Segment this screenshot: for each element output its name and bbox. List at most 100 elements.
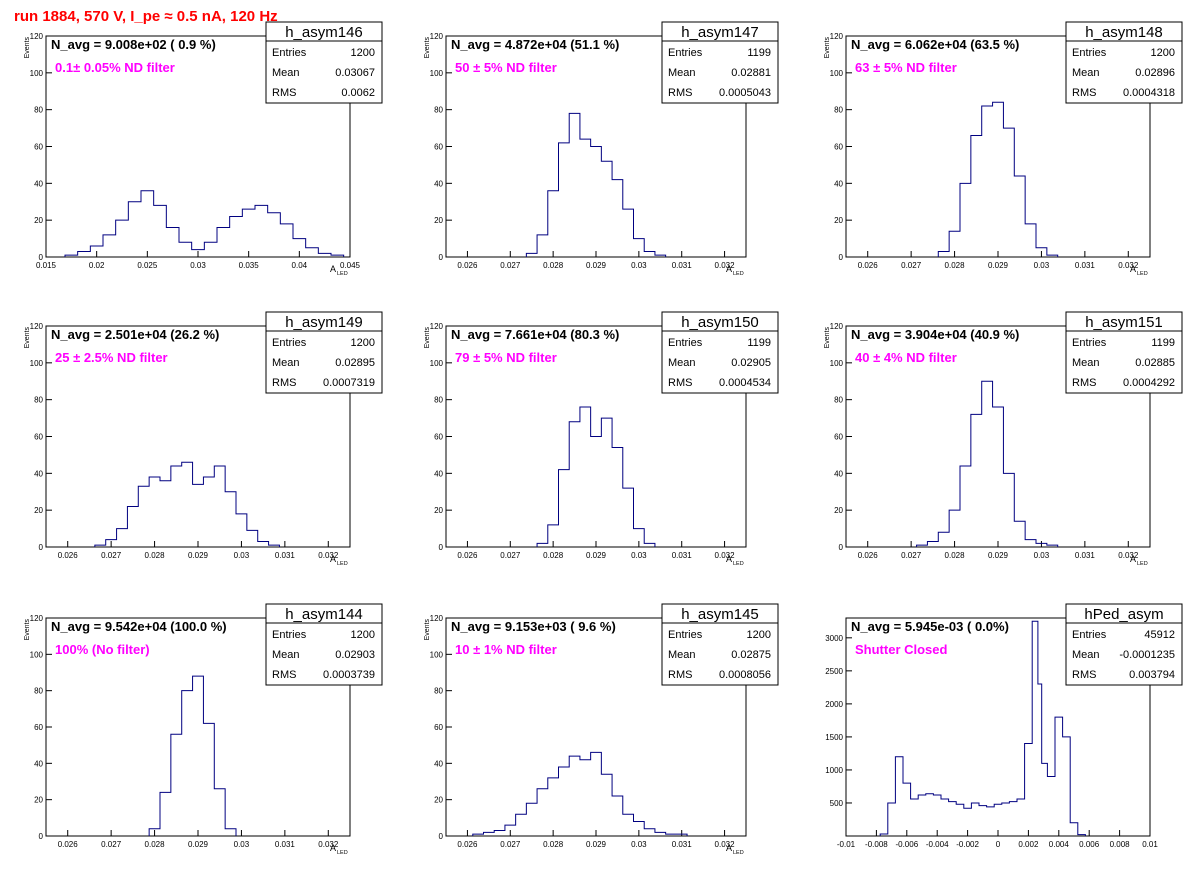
stats-box (1065, 330, 1183, 394)
navg-label: N_avg = 7.661e+04 (80.3 %) (451, 327, 619, 342)
x-tick-label: 0.032 (715, 840, 736, 849)
stats-key: RMS (272, 377, 296, 389)
x-tick-label: 0.03 (234, 840, 250, 849)
x-tick-label: 0.03 (234, 551, 250, 560)
stats-key: Entries (272, 47, 307, 59)
y-tick-label: 2000 (825, 700, 843, 709)
x-tick-label: 0.026 (58, 551, 79, 560)
y-tick-label: 40 (834, 469, 843, 478)
y-tick-label: 60 (434, 143, 443, 152)
y-tick-label: 120 (30, 614, 44, 623)
stats-value: 1200 (351, 47, 375, 59)
stats-value: 0.0004318 (1123, 87, 1175, 99)
x-tick-label: 0.045 (340, 261, 361, 270)
x-tick-label: 0.02 (89, 261, 105, 270)
x-axis-title-subscript: LED (337, 271, 348, 277)
y-tick-label: 0 (39, 253, 44, 262)
stats-value: 0.02895 (335, 357, 375, 369)
stats-value: 0.02905 (731, 357, 771, 369)
histogram-line (525, 112, 667, 257)
navg-label: N_avg = 3.904e+04 (40.9 %) (851, 327, 1019, 342)
histogram-panel: 0.015 0.02 0.025 0.03 0.035 0.04 0.045 0 20 40 60 8… (24, 21, 383, 277)
y-axis-title: Events (424, 327, 431, 349)
stats-value: 0.03067 (335, 67, 375, 79)
stats-key: Mean (1072, 649, 1100, 661)
x-axis-title-subscript: LED (337, 850, 348, 856)
stats-key: Mean (1072, 357, 1100, 369)
x-axis-title-subscript: LED (733, 850, 744, 856)
histogram-line (536, 406, 656, 547)
x-tick-label: 0.03 (631, 261, 647, 270)
y-tick-label: 80 (34, 396, 43, 405)
y-tick-label: 20 (434, 216, 443, 225)
y-tick-label: 100 (430, 650, 444, 659)
navg-label: N_avg = 2.501e+04 (26.2 %) (51, 327, 219, 342)
y-tick-label: 40 (34, 759, 43, 768)
x-tick-label: 0.029 (586, 551, 607, 560)
y-tick-label: 60 (834, 433, 843, 442)
x-axis-title: A (726, 264, 732, 274)
y-tick-label: 20 (34, 506, 43, 515)
x-axis-title-subscript: LED (1137, 271, 1148, 277)
x-tick-label: 0.026 (858, 261, 879, 270)
stats-key: Entries (272, 629, 307, 641)
x-tick-label: -0.008 (865, 840, 888, 849)
x-tick-label: 0.027 (500, 261, 521, 270)
x-tick-label: 0.015 (36, 261, 57, 270)
x-tick-label: -0.006 (895, 840, 918, 849)
y-axis-title: Events (24, 327, 31, 349)
y-tick-label: 80 (34, 106, 43, 115)
y-tick-label: 120 (30, 322, 44, 331)
stats-box (265, 40, 383, 104)
y-tick-label: 60 (834, 143, 843, 152)
histogram-line (937, 101, 1059, 257)
y-tick-label: 80 (434, 687, 443, 696)
stats-value: 1200 (351, 337, 375, 349)
histogram-panel: 0.026 0.027 0.028 0.029 0.03 0.031 0.032 0 20 40 6… (824, 311, 1183, 567)
y-tick-label: 1500 (825, 733, 843, 742)
stats-value: 0.0004534 (719, 377, 771, 389)
y-tick-label: 20 (34, 216, 43, 225)
x-axis-title-subscript: LED (1137, 561, 1148, 567)
stats-key: RMS (1072, 87, 1096, 99)
x-tick-label: 0.03 (631, 551, 647, 560)
x-tick-label: 0.027 (101, 551, 122, 560)
stats-key: Entries (668, 337, 703, 349)
y-axis-title: Events (824, 327, 831, 349)
navg-label: N_avg = 6.062e+04 (63.5 %) (851, 37, 1019, 52)
stats-key: RMS (272, 669, 296, 681)
filter-annotation: 40 ± 4% ND filter (855, 350, 957, 365)
x-tick-label: 0.032 (1118, 551, 1139, 560)
x-axis-title: A (1130, 554, 1136, 564)
stats-key: RMS (668, 669, 692, 681)
x-tick-label: 0.027 (101, 840, 122, 849)
filter-annotation: 50 ± 5% ND filter (455, 60, 557, 75)
y-tick-label: 20 (34, 796, 43, 805)
stats-key: Mean (668, 649, 696, 661)
stats-key: Entries (1072, 337, 1107, 349)
navg-label: N_avg = 9.008e+02 ( 0.9 %) (51, 37, 216, 52)
stats-key: RMS (668, 377, 692, 389)
x-tick-label: 0.027 (500, 840, 521, 849)
x-tick-label: 0.028 (145, 551, 166, 560)
x-tick-label: 0.031 (1075, 261, 1096, 270)
y-tick-label: 3000 (825, 634, 843, 643)
x-tick-label: 0.028 (543, 551, 564, 560)
y-tick-label: 120 (830, 32, 844, 41)
y-tick-label: 2500 (825, 667, 843, 676)
stats-value: 0.02875 (731, 649, 771, 661)
histogram-name: h_asym148 (1085, 24, 1163, 41)
histogram-panel: 0.026 0.027 0.028 0.029 0.03 0.031 0.032 0 20 40 6… (24, 603, 383, 856)
stats-value: 0.02896 (1135, 67, 1175, 79)
histogram-line (64, 190, 345, 257)
stats-value: 45912 (1144, 629, 1175, 641)
y-tick-label: 40 (34, 469, 43, 478)
x-tick-label: 0.026 (457, 840, 478, 849)
y-axis-title: Events (424, 619, 431, 641)
histogram-line (879, 620, 1086, 836)
stats-box (265, 622, 383, 686)
stats-key: RMS (668, 87, 692, 99)
x-tick-label: 0.032 (318, 840, 339, 849)
y-tick-label: 20 (434, 506, 443, 515)
x-tick-label: 0.031 (672, 551, 693, 560)
